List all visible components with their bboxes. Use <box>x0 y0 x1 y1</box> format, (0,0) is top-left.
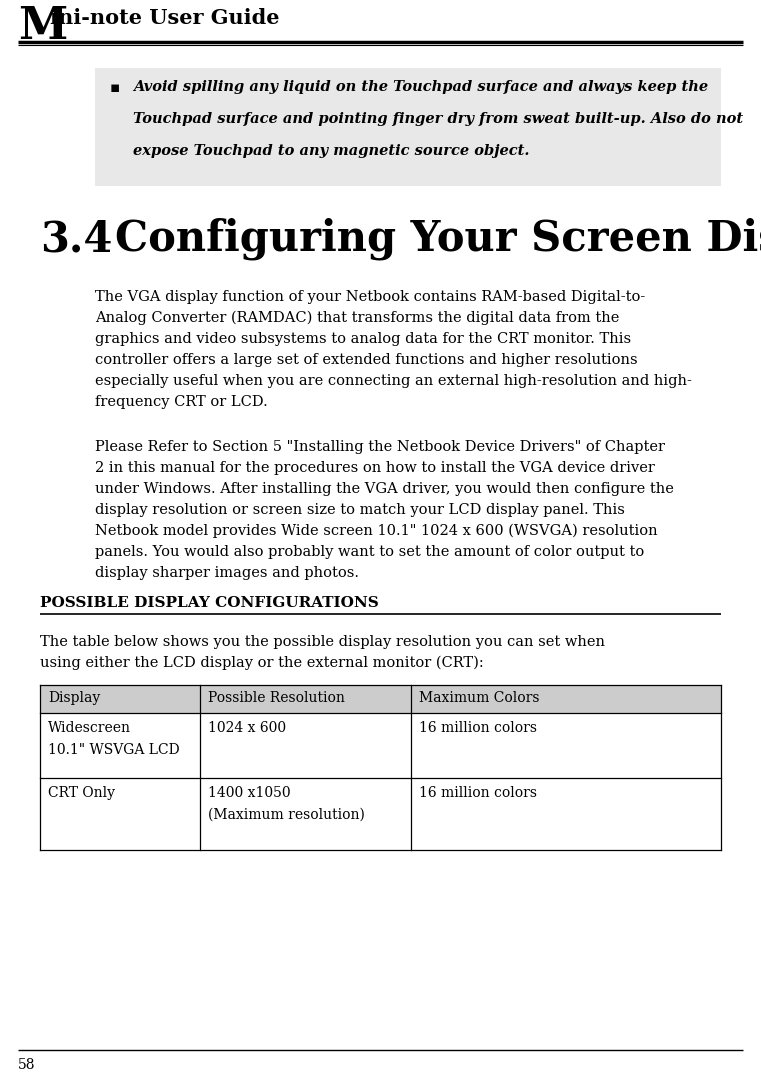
Text: The VGA display function of your Netbook contains RAM-based Digital-to-: The VGA display function of your Netbook… <box>95 290 645 304</box>
Text: 2 in this manual for the procedures on how to install the VGA device driver: 2 in this manual for the procedures on h… <box>95 461 655 475</box>
Text: ini-note User Guide: ini-note User Guide <box>50 8 279 28</box>
Text: using either the LCD display or the external monitor (CRT):: using either the LCD display or the exte… <box>40 656 484 670</box>
Text: Avoid spilling any liquid on the Touchpad surface and always keep the: Avoid spilling any liquid on the Touchpa… <box>133 80 708 94</box>
Text: 3.4: 3.4 <box>40 218 113 260</box>
Text: 16 million colors: 16 million colors <box>419 721 537 735</box>
Text: especially useful when you are connecting an external high-resolution and high-: especially useful when you are connectin… <box>95 374 692 388</box>
Text: expose Touchpad to any magnetic source object.: expose Touchpad to any magnetic source o… <box>133 144 530 158</box>
Text: Maximum Colors: Maximum Colors <box>419 691 540 705</box>
Text: 1400 x1050: 1400 x1050 <box>208 786 291 800</box>
Text: 10.1" WSVGA LCD: 10.1" WSVGA LCD <box>48 743 180 757</box>
Text: controller offers a large set of extended functions and higher resolutions: controller offers a large set of extende… <box>95 353 638 367</box>
Text: graphics and video subsystems to analog data for the CRT monitor. This: graphics and video subsystems to analog … <box>95 332 631 346</box>
Text: Display: Display <box>48 691 100 705</box>
Text: panels. You would also probably want to set the amount of color output to: panels. You would also probably want to … <box>95 545 645 559</box>
Text: ▪: ▪ <box>110 80 120 95</box>
Text: M: M <box>18 5 68 47</box>
Text: CRT Only: CRT Only <box>48 786 115 800</box>
Bar <box>95 68 721 186</box>
Text: display sharper images and photos.: display sharper images and photos. <box>95 566 359 581</box>
Text: frequency CRT or LCD.: frequency CRT or LCD. <box>95 395 268 409</box>
Text: Please Refer to Section 5 "Installing the Netbook Device Drivers" of Chapter: Please Refer to Section 5 "Installing th… <box>95 440 665 454</box>
Text: Configuring Your Screen Display: Configuring Your Screen Display <box>115 218 761 260</box>
Text: 58: 58 <box>18 1058 36 1073</box>
Text: display resolution or screen size to match your LCD display panel. This: display resolution or screen size to mat… <box>95 503 625 517</box>
Text: Touchpad surface and pointing finger dry from sweat built-up. Also do not: Touchpad surface and pointing finger dry… <box>133 112 743 126</box>
Text: Widescreen: Widescreen <box>48 721 131 735</box>
Text: 1024 x 600: 1024 x 600 <box>208 721 286 735</box>
Text: under Windows. After installing the VGA driver, you would then configure the: under Windows. After installing the VGA … <box>95 482 674 496</box>
Bar <box>40 685 721 713</box>
Text: Analog Converter (RAMDAC) that transforms the digital data from the: Analog Converter (RAMDAC) that transform… <box>95 311 619 326</box>
Text: Possible Resolution: Possible Resolution <box>208 691 345 705</box>
Text: POSSIBLE DISPLAY CONFIGURATIONS: POSSIBLE DISPLAY CONFIGURATIONS <box>40 596 379 610</box>
Text: 16 million colors: 16 million colors <box>419 786 537 800</box>
Text: The table below shows you the possible display resolution you can set when: The table below shows you the possible d… <box>40 636 605 648</box>
Text: Netbook model provides Wide screen 10.1" 1024 x 600 (WSVGA) resolution: Netbook model provides Wide screen 10.1"… <box>95 524 658 538</box>
Text: (Maximum resolution): (Maximum resolution) <box>208 808 365 822</box>
